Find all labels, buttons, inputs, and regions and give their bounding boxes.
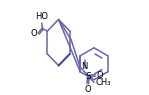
Text: CH₃: CH₃ [95,78,111,87]
Text: N: N [81,62,88,71]
Text: O: O [84,86,91,94]
Text: HO: HO [35,12,48,21]
Text: S: S [86,72,91,81]
Text: O: O [30,29,37,38]
Text: O: O [97,71,103,80]
